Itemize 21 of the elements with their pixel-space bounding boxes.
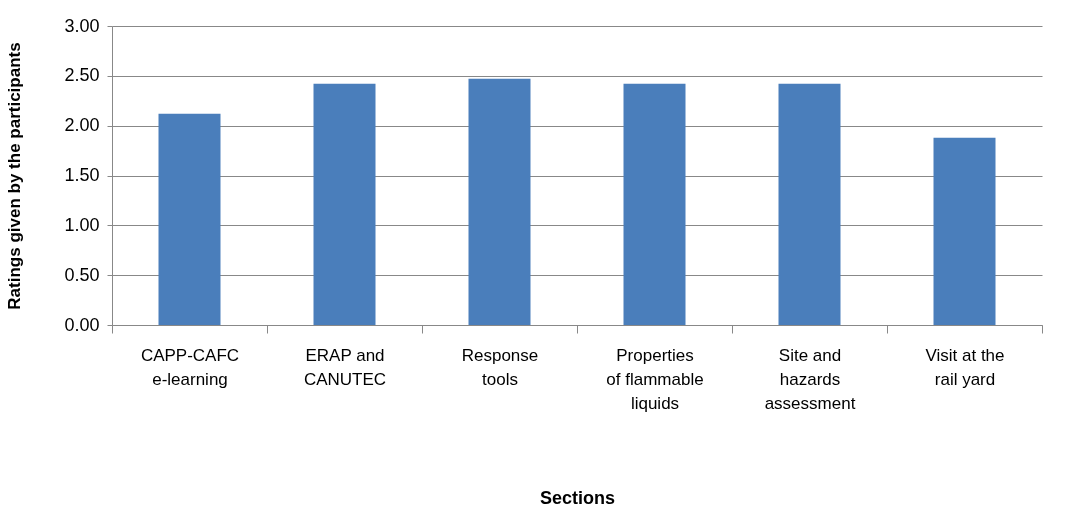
y-tick-label: 0.50 <box>64 264 100 285</box>
x-tick-label: CAPP-CAFC e-learning <box>140 345 240 389</box>
y-tick-label: 2.50 <box>64 65 100 86</box>
x-axis-title: Sections <box>539 487 616 508</box>
bar <box>623 83 686 325</box>
x-tick-label: Response tools <box>461 345 539 389</box>
y-axis-title: Ratings given by the participants <box>5 42 25 310</box>
bar <box>158 113 221 325</box>
bar <box>468 78 531 325</box>
bar <box>313 83 376 325</box>
x-tick-label: Site and hazards assessment <box>764 345 856 413</box>
y-tick-label: 2.00 <box>64 115 100 136</box>
bar <box>778 83 841 325</box>
y-tick-label: 0.00 <box>64 314 100 335</box>
y-tick-label: 3.00 <box>64 15 100 36</box>
y-tick-label: 1.00 <box>64 214 100 235</box>
x-tick-label: ERAP and CANUTEC <box>303 345 387 389</box>
bar <box>933 137 996 325</box>
x-tick-label: Visit at the rail yard <box>925 345 1005 389</box>
y-tick-label: 1.50 <box>64 165 100 185</box>
x-tick-label: Properties of flammable liquids <box>606 345 704 413</box>
